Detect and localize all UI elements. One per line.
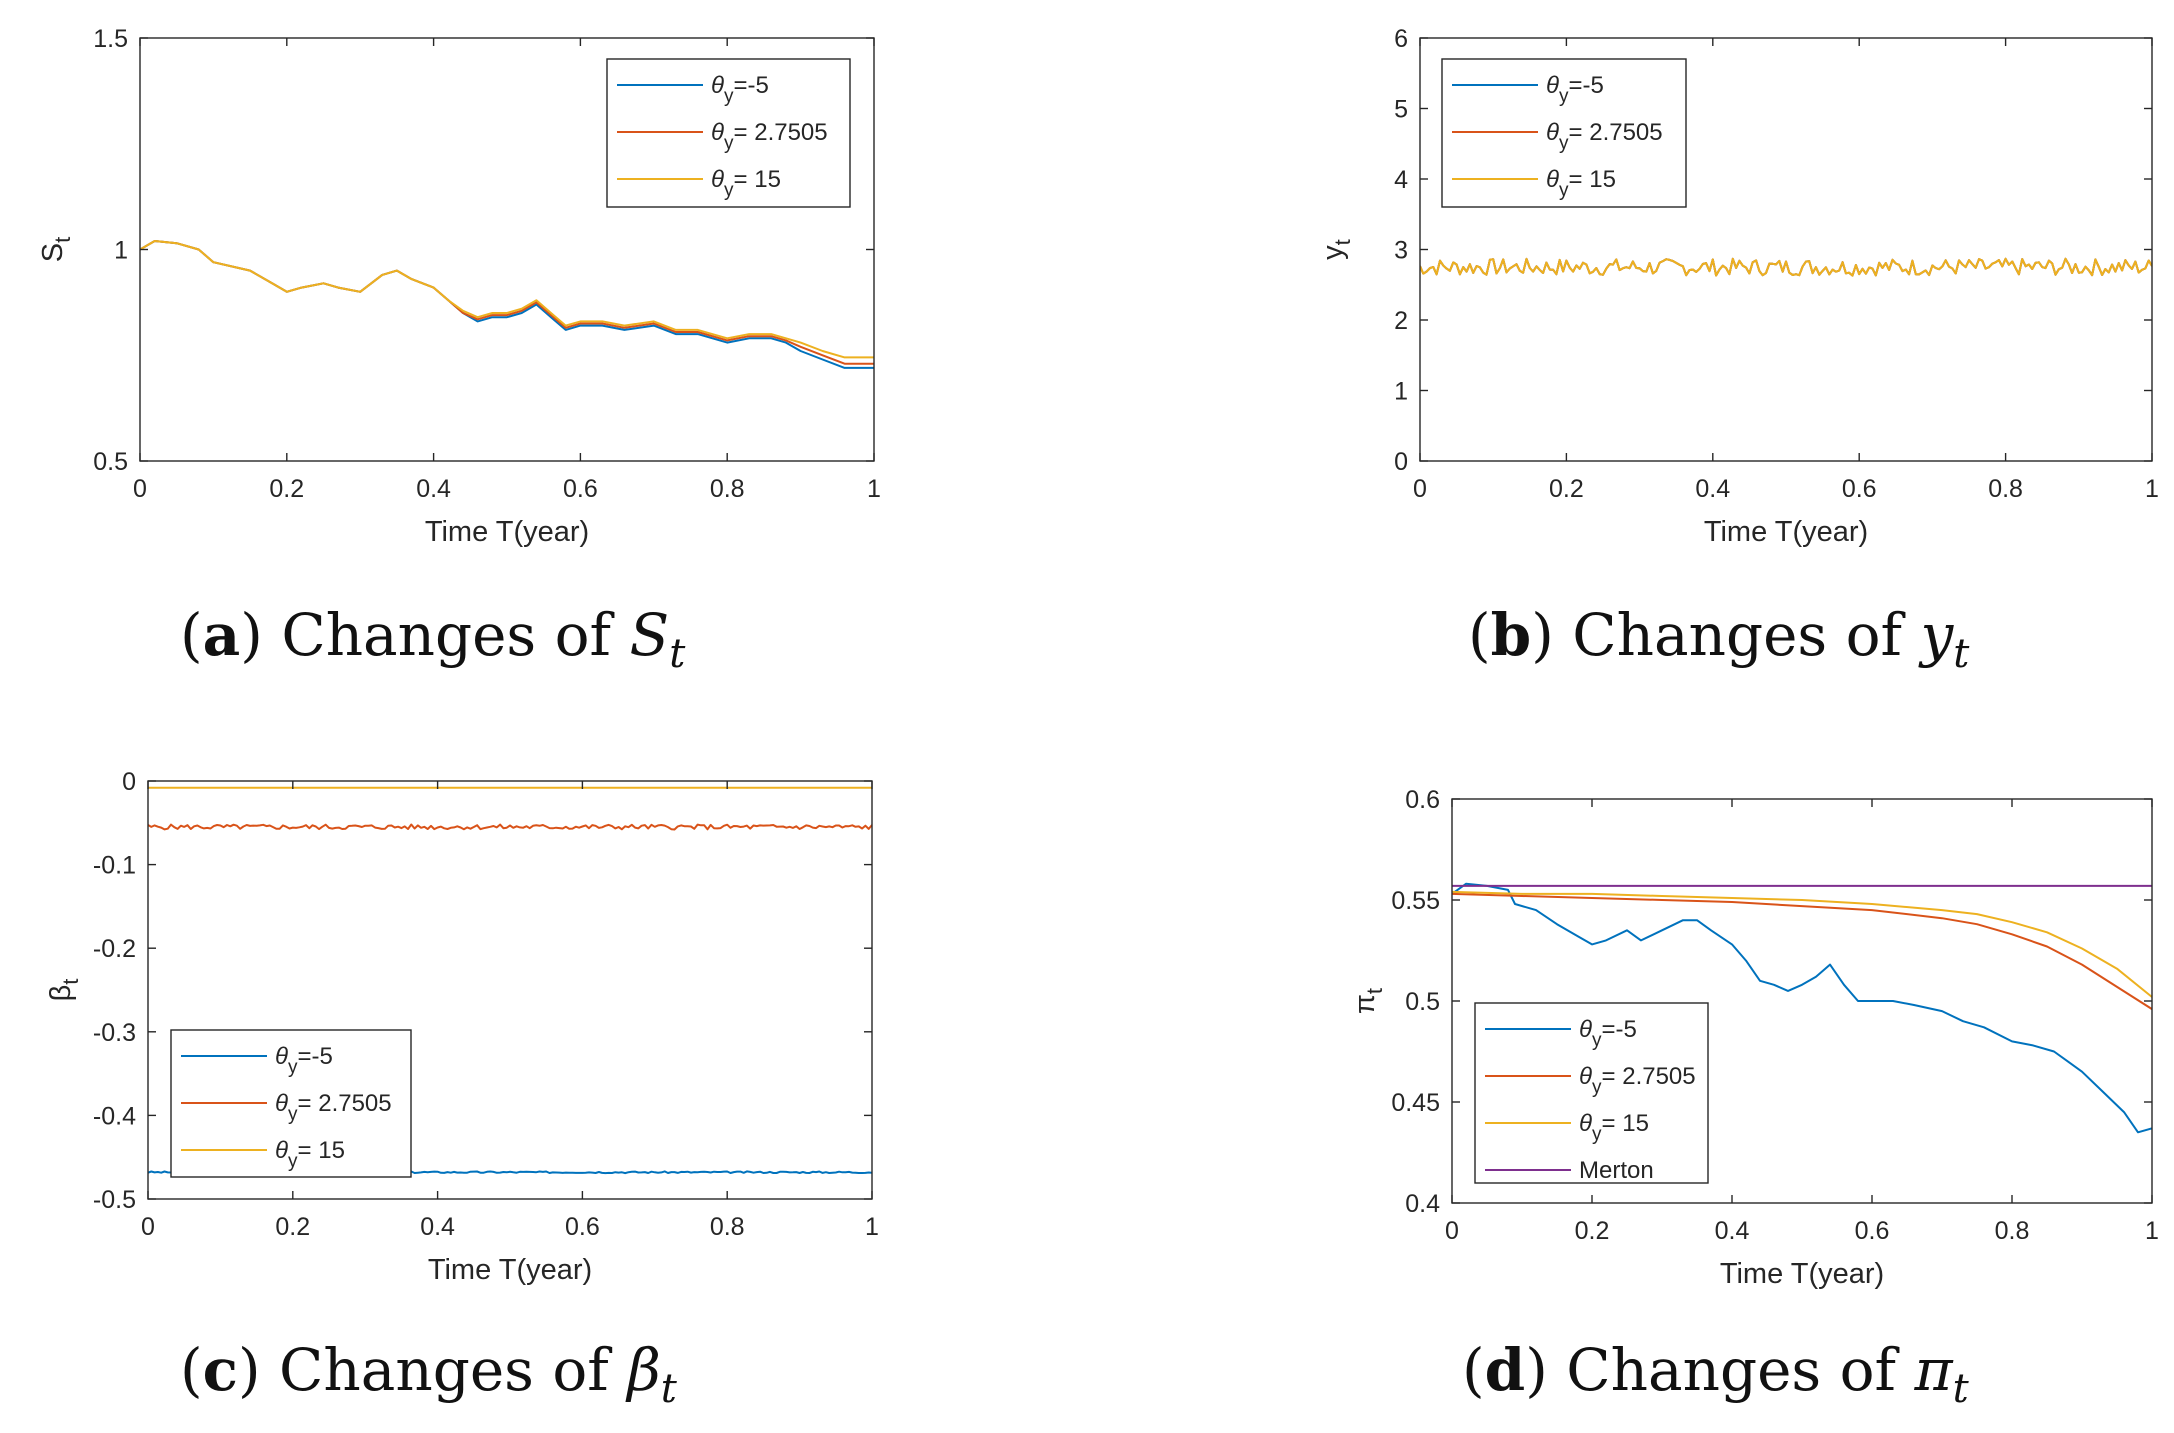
y-axis-label: βt [45, 979, 83, 1002]
x-axis-label: Time T(year) [1720, 1258, 1884, 1290]
legend: θy=-5 θy= 2.7505 θy= 15 [1441, 58, 1687, 208]
series-line-a-2 [140, 240, 874, 359]
x-tick-label: 0 [1445, 1217, 1459, 1245]
x-tick-label: 0.8 [710, 475, 745, 503]
y-tick-label: 0.5 [93, 448, 128, 476]
legend-entry: θy= 15 [1579, 1110, 1649, 1145]
y-tick-label: 0.45 [1391, 1089, 1440, 1117]
x-axis-label: Time T(year) [428, 1254, 592, 1286]
y-tick-label: 1.5 [93, 25, 128, 53]
panel-caption: (a) Changes of St [180, 601, 686, 677]
series-line-d-0 [1452, 882, 2152, 1134]
y-tick-label: 0.6 [1405, 786, 1440, 814]
panel-caption: (b) Changes of yt [1468, 601, 1970, 677]
x-axis-label: Time T(year) [1704, 516, 1868, 548]
x-tick-label: 0.6 [1842, 475, 1877, 503]
y-tick-label: -0.5 [93, 1186, 136, 1214]
x-tick-label: 0.2 [275, 1213, 310, 1241]
chart-panel-d: 0 0.2 0.4 0.6 0.8 1 0.4 0.45 0.5 0.55 0.6 Time T(ye… [1349, 786, 2159, 1412]
y-tick-label: -0.4 [93, 1102, 136, 1130]
series-line-a-0 [140, 240, 874, 369]
x-tick-label: 0.8 [1995, 1217, 2030, 1245]
series-line-a-1 [140, 240, 874, 365]
x-tick-label: 0.2 [1575, 1217, 1610, 1245]
series-line-c-1 [148, 823, 872, 831]
legend-entry: θy= 2.7505 [275, 1090, 392, 1125]
x-tick-label: 0.4 [416, 475, 451, 503]
y-tick-label: 4 [1394, 166, 1408, 194]
series-line-b-2 [1420, 257, 2152, 277]
legend-entry: θy= 2.7505 [711, 119, 828, 154]
y-tick-label: -0.2 [93, 935, 136, 963]
x-tick-label: 0.4 [1695, 475, 1730, 503]
chart-panel-b: 0 0.2 0.4 0.6 0.8 1 0 1 2 3 4 5 6 Time T(year) yt θy=-5… [1317, 25, 2159, 677]
x-tick-label: 0 [133, 475, 147, 503]
y-axis-label: St [37, 237, 75, 262]
legend-entry: θy= 2.7505 [1579, 1063, 1696, 1098]
x-tick-label: 0.6 [563, 475, 598, 503]
chart-panel-a: 0 0.2 0.4 0.6 0.8 1 0.5 1 1.5 Time T(year) St θy=-5… [37, 25, 881, 677]
legend: θy=-5 θy= 2.7505 θy= 15 Merton [1474, 1002, 1709, 1184]
x-tick-label: 0.8 [710, 1213, 745, 1241]
chart-panel-c: 0 0.2 0.4 0.6 0.8 1 -0.5 -0.4 -0.3 -0.2 -0.1 0 Time … [45, 768, 879, 1412]
legend: θy=-5 θy= 2.7505 θy= 15 [170, 1029, 412, 1178]
y-tick-label: 5 [1394, 96, 1408, 124]
x-tick-label: 0.8 [1988, 475, 2023, 503]
series-line-d-2 [1452, 890, 2152, 998]
legend-entry: θy= 2.7505 [1546, 119, 1663, 154]
x-tick-label: 0.2 [1549, 475, 1584, 503]
y-axis-label: yt [1317, 239, 1355, 260]
legend-entry: θy=-5 [1579, 1016, 1637, 1051]
y-axis-label: πt [1349, 988, 1387, 1014]
x-tick-label: 0.4 [1715, 1217, 1750, 1245]
x-tick-label: 0 [1413, 475, 1427, 503]
y-tick-label: 6 [1394, 25, 1408, 53]
y-tick-label: 0.4 [1405, 1190, 1440, 1218]
y-tick-label: 0 [122, 768, 136, 796]
x-tick-label: 0.6 [1855, 1217, 1890, 1245]
panel-caption: (d) Changes of πt [1462, 1336, 1970, 1412]
legend-box [1474, 1002, 1709, 1184]
legend-entry: θy= 15 [1546, 166, 1616, 201]
legend-entry: θy=-5 [275, 1043, 333, 1078]
y-tick-label: -0.1 [93, 852, 136, 880]
legend-entry: θy=-5 [711, 72, 769, 107]
y-tick-label: 0.5 [1405, 988, 1440, 1016]
legend-entry: θy= 15 [275, 1137, 345, 1172]
y-tick-label: 1 [1394, 378, 1408, 406]
y-tick-label: 1 [114, 237, 128, 265]
legend-entry: Merton [1579, 1157, 1654, 1184]
y-tick-label: 3 [1394, 237, 1408, 265]
x-tick-label: 0 [141, 1213, 155, 1241]
x-tick-label: 0.6 [565, 1213, 600, 1241]
x-axis-label: Time T(year) [425, 516, 589, 548]
x-tick-label: 1 [2145, 475, 2159, 503]
y-tick-label: 0.55 [1391, 887, 1440, 915]
panel-caption: (c) Changes of βt [180, 1336, 678, 1412]
legend: θy=-5 θy= 2.7505 θy= 15 [606, 58, 851, 208]
legend-entry: θy=-5 [1546, 72, 1604, 107]
y-tick-label: 2 [1394, 307, 1408, 335]
y-tick-label: -0.3 [93, 1019, 136, 1047]
legend-entry: θy= 15 [711, 166, 781, 201]
x-tick-label: 0.2 [269, 475, 304, 503]
x-tick-label: 1 [865, 1213, 879, 1241]
series-line-d-1 [1452, 892, 2152, 1010]
x-tick-label: 1 [867, 475, 881, 503]
plot-frame [147, 780, 873, 1200]
x-tick-label: 1 [2145, 1217, 2159, 1245]
y-tick-label: 0 [1394, 448, 1408, 476]
x-tick-label: 0.4 [420, 1213, 455, 1241]
